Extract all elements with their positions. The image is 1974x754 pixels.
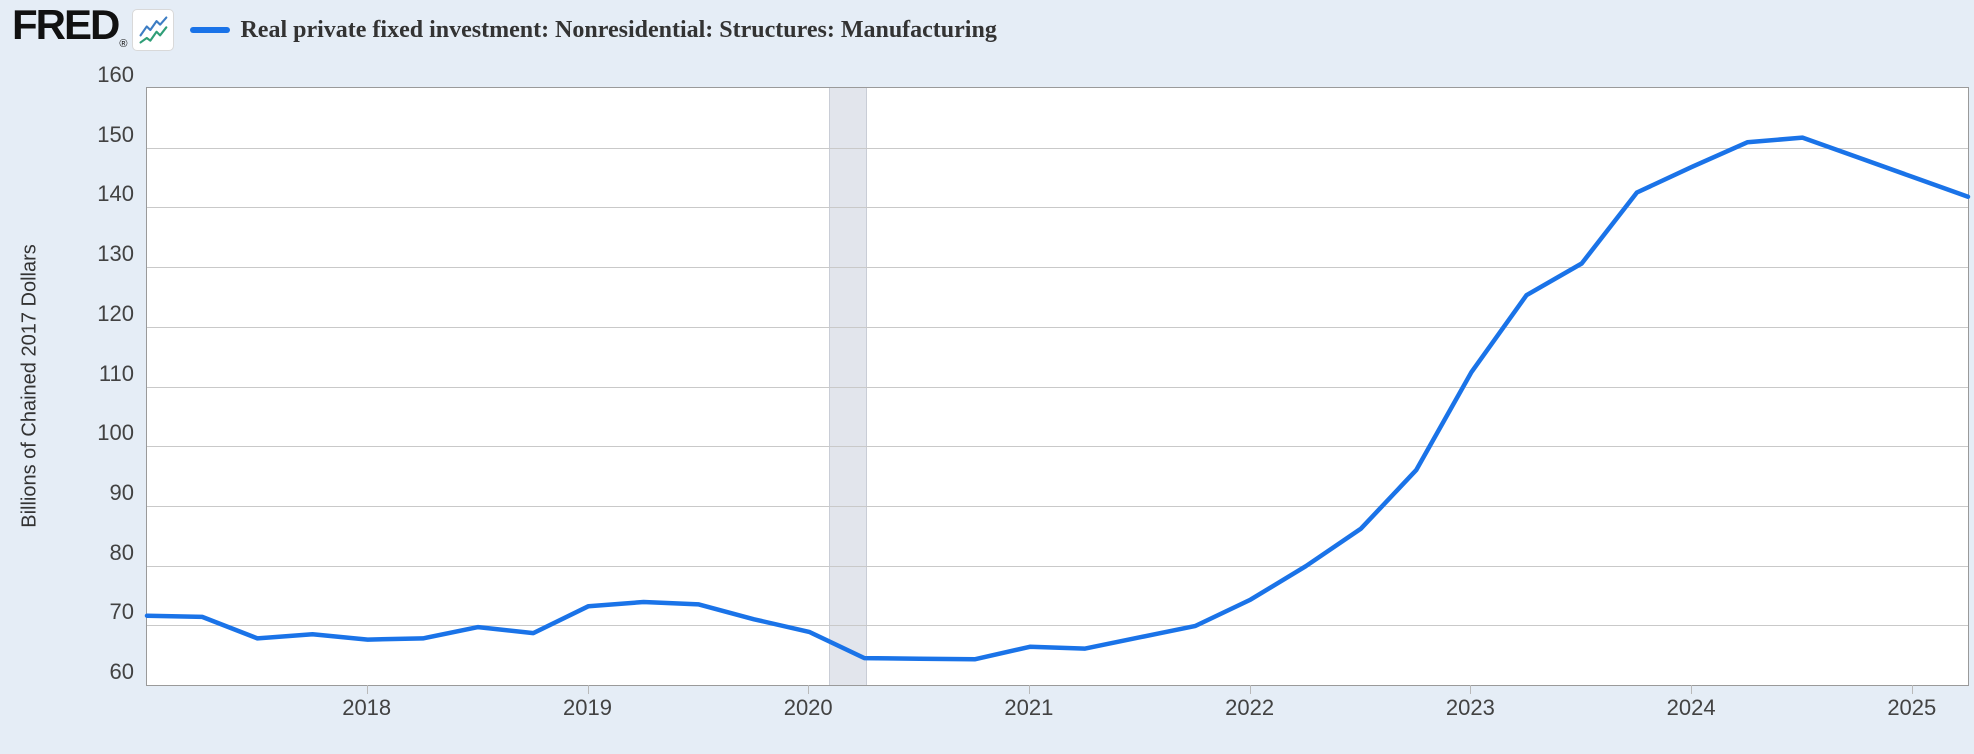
gridline-y-110	[147, 386, 1968, 388]
gridline-y-70	[147, 625, 1968, 627]
gridline-y-140	[147, 207, 1968, 209]
x-tick-label-2024: 2024	[1666, 695, 1716, 720]
plot-area[interactable]	[144, 87, 1971, 686]
legend-line-swatch	[190, 27, 231, 33]
gridline-y-120	[147, 326, 1968, 328]
legend-item[interactable]: Real private fixed investment: Nonreside…	[190, 16, 997, 44]
x-tick-label-2022: 2022	[1225, 695, 1275, 720]
x-tick-mark-2025	[1911, 685, 1913, 694]
sparkline-glyph	[139, 16, 168, 44]
y-tick-label-160: 160	[97, 62, 134, 87]
gridline-y-90	[147, 505, 1968, 507]
x-tick-label-2021: 2021	[1004, 695, 1054, 720]
x-tick-mark-2019	[587, 685, 589, 694]
gridline-y-130	[147, 267, 1968, 269]
y-tick-label-100: 100	[97, 420, 134, 446]
y-tick-label-90: 90	[109, 479, 134, 505]
x-tick-mark-2024	[1691, 685, 1693, 694]
data-line-manufacturing	[144, 135, 1971, 662]
y-tick-label-80: 80	[109, 539, 134, 565]
x-tick-label-2023: 2023	[1445, 695, 1495, 720]
gridline-y-80	[147, 565, 1968, 567]
x-tick-mark-2022	[1249, 685, 1251, 694]
x-tick-label-2018: 2018	[342, 695, 392, 720]
gridline-y-100	[147, 446, 1968, 448]
y-tick-label-140: 140	[97, 181, 134, 207]
x-tick-mark-2018	[366, 685, 368, 694]
x-tick-mark-2021	[1028, 685, 1030, 694]
x-tick-label-2020: 2020	[783, 695, 833, 720]
x-tick-label-2025: 2025	[1887, 695, 1937, 720]
y-tick-label-60: 60	[109, 659, 134, 684]
y-tick-label-110: 110	[98, 360, 134, 386]
y-tick-label-150: 150	[97, 121, 134, 147]
data-line-svg	[144, 135, 1971, 662]
gridline-y-150	[147, 147, 1968, 149]
y-tick-label-130: 130	[97, 241, 134, 267]
graph-header: FRED® Real private fixed investment: Non…	[12, 1, 997, 54]
x-tick-label-2019: 2019	[563, 695, 612, 720]
legend-label[interactable]: Real private fixed investment: Nonreside…	[240, 16, 997, 43]
registered-mark: ®	[119, 37, 127, 50]
x-tick-mark-2023	[1470, 685, 1472, 694]
y-tick-label-70: 70	[109, 599, 134, 625]
y-tick-label-120: 120	[97, 300, 134, 326]
fred-sparkline-icon	[132, 9, 175, 51]
fred-logo[interactable]: FRED®	[12, 0, 127, 50]
x-tick-mark-2020	[808, 685, 810, 694]
